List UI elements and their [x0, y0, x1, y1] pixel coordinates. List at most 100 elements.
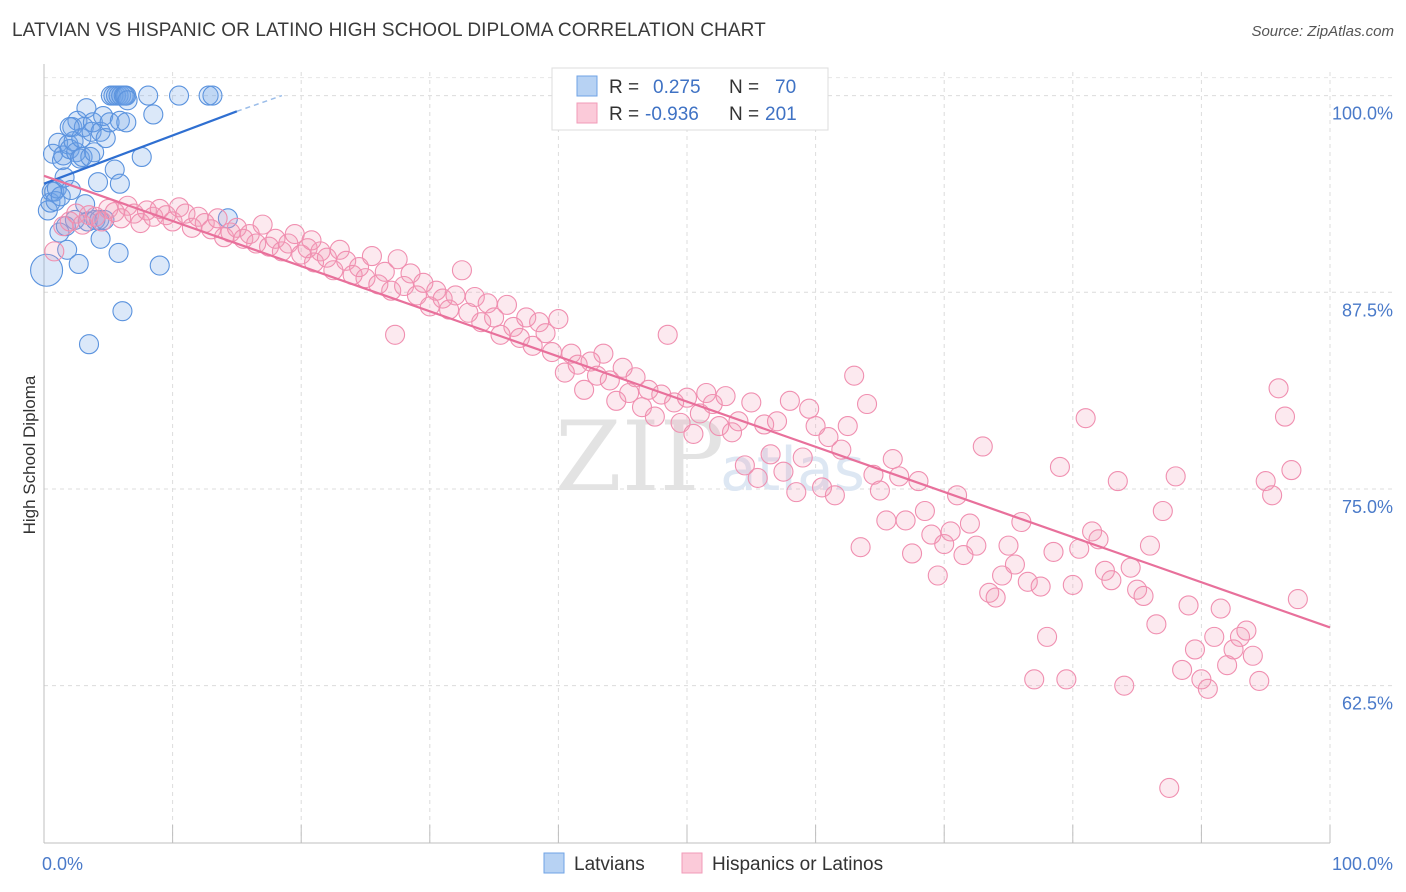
point-s1-28 [226, 217, 247, 238]
point-s1-69 [490, 324, 511, 345]
point-s1-143 [966, 535, 987, 556]
point-s1-166 [1114, 675, 1135, 696]
point-s1-191 [1274, 406, 1296, 427]
point-s1-10 [111, 208, 132, 229]
y-axis-label: High School Diploma [20, 375, 39, 534]
latvians-trend-extension [236, 94, 283, 113]
hispanics-trend-line [43, 174, 1331, 629]
point-s1-85 [593, 343, 614, 364]
point-s0-10 [50, 186, 71, 207]
point-s0-61 [138, 85, 159, 106]
point-s1-171 [1146, 614, 1167, 635]
point-s1-34 [265, 228, 286, 249]
point-s0-24 [68, 253, 89, 275]
point-s1-106 [728, 411, 749, 432]
point-s1-74 [522, 335, 543, 356]
latvians-swatch [576, 75, 598, 97]
point-s1-13 [130, 213, 151, 234]
point-s1-179 [1197, 678, 1218, 699]
point-s1-149 [1004, 554, 1025, 575]
axes [43, 64, 1331, 844]
point-s1-104 [715, 386, 736, 407]
point-s1-186 [1242, 645, 1263, 666]
point-s1-113 [773, 461, 794, 482]
point-s1-170 [1139, 535, 1161, 556]
point-s1-152 [1024, 669, 1045, 690]
point-s0-0 [30, 253, 64, 287]
chart-source: Source: ZipAtlas.com [1251, 23, 1394, 40]
point-s1-0 [44, 241, 65, 262]
point-s1-117 [799, 398, 820, 419]
point-s1-92 [638, 379, 659, 400]
point-s1-194 [301, 230, 322, 251]
data-points [30, 85, 1308, 798]
point-s0-62 [143, 104, 164, 125]
point-s0-15 [57, 239, 78, 260]
point-s1-65 [464, 286, 485, 308]
point-s1-183 [1223, 639, 1244, 660]
point-s1-167 [1120, 557, 1141, 578]
point-s1-181 [1210, 598, 1231, 619]
point-s0-69 [59, 117, 80, 138]
point-s1-24 [201, 219, 222, 240]
point-s1-161 [1082, 521, 1103, 542]
hispanics-swatch [576, 102, 598, 124]
point-s1-107 [734, 455, 755, 476]
point-s1-134 [908, 471, 929, 492]
point-s1-177 [1184, 639, 1206, 660]
point-s1-70 [496, 294, 518, 315]
point-s0-59 [116, 112, 137, 133]
point-s1-95 [657, 324, 678, 345]
point-s1-120 [818, 426, 839, 448]
trend-lines [43, 94, 1331, 629]
point-s1-144 [972, 436, 993, 457]
point-s1-5 [78, 205, 100, 226]
point-s1-193 [1287, 589, 1308, 610]
point-s1-40 [304, 252, 325, 273]
point-s1-119 [811, 477, 833, 498]
y-tick-labels: 62.5% 75.0% 87.5% 100.0% [1332, 104, 1393, 714]
point-s1-78 [548, 308, 569, 330]
y-tick-label-3: 100.0% [1332, 104, 1393, 124]
point-s1-60 [432, 288, 453, 309]
point-s1-140 [947, 485, 968, 506]
series-0-points [30, 85, 238, 355]
point-s1-53 [387, 249, 408, 270]
point-s1-130 [882, 449, 903, 470]
legend-latvians-label: Latvians [574, 854, 645, 875]
point-s1-132 [895, 510, 916, 531]
point-s1-146 [985, 587, 1006, 608]
point-s0-64 [168, 85, 190, 106]
point-s1-42 [316, 247, 337, 268]
point-s1-133 [901, 543, 923, 564]
point-s0-41 [95, 128, 116, 149]
point-s1-33 [258, 236, 280, 257]
point-s1-192 [1281, 460, 1302, 481]
point-s1-87 [606, 390, 627, 411]
watermark-zip: ZIP [555, 401, 724, 513]
point-s0-27 [72, 146, 93, 168]
point-s1-32 [252, 214, 273, 235]
point-s1-148 [998, 535, 1019, 556]
legend-hispanics-label: Hispanics or Latinos [712, 854, 883, 875]
point-s1-73 [516, 307, 537, 328]
hispanics-r-label: R = [609, 104, 639, 125]
point-s1-76 [535, 323, 556, 344]
grid-lines [43, 72, 1392, 843]
point-s1-44 [329, 239, 350, 260]
point-s1-154 [1037, 626, 1058, 647]
latvians-r-label: R = [609, 77, 639, 98]
point-s1-99 [683, 423, 704, 444]
point-s0-36 [84, 142, 105, 163]
latvians-trend-line [43, 110, 238, 185]
point-s1-175 [1172, 659, 1193, 680]
point-s1-82 [574, 379, 595, 400]
point-s1-81 [567, 354, 588, 375]
point-s0-52 [109, 110, 130, 131]
point-s1-75 [529, 312, 550, 333]
point-s1-195 [385, 324, 406, 345]
point-s1-153 [1030, 576, 1051, 597]
point-s1-126 [856, 393, 878, 415]
point-s0-32 [78, 334, 100, 355]
